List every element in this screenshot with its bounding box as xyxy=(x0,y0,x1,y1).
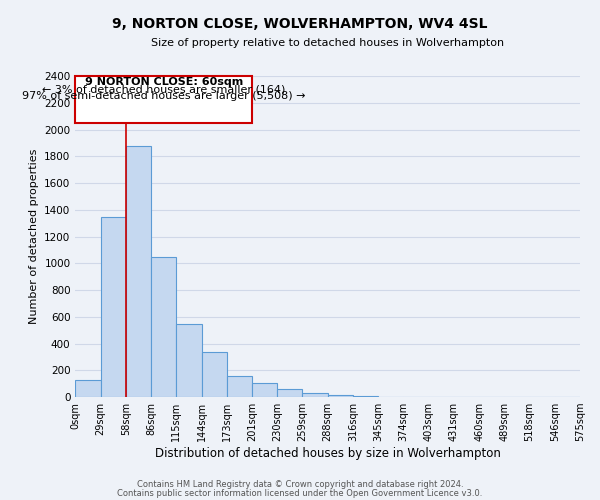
Bar xyxy=(202,352,227,397)
Bar xyxy=(277,389,302,397)
X-axis label: Distribution of detached houses by size in Wolverhampton: Distribution of detached houses by size … xyxy=(155,447,500,460)
Bar xyxy=(76,380,101,397)
Text: 9 NORTON CLOSE: 60sqm: 9 NORTON CLOSE: 60sqm xyxy=(85,78,243,88)
Bar xyxy=(378,396,403,397)
Text: Contains HM Land Registry data © Crown copyright and database right 2024.: Contains HM Land Registry data © Crown c… xyxy=(137,480,463,489)
Y-axis label: Number of detached properties: Number of detached properties xyxy=(29,149,39,324)
Text: 9, NORTON CLOSE, WOLVERHAMPTON, WV4 4SL: 9, NORTON CLOSE, WOLVERHAMPTON, WV4 4SL xyxy=(112,18,488,32)
Bar xyxy=(126,146,151,397)
Bar xyxy=(151,256,176,397)
Bar xyxy=(101,216,126,397)
Bar xyxy=(353,396,378,397)
Text: 97% of semi-detached houses are larger (5,508) →: 97% of semi-detached houses are larger (… xyxy=(22,91,305,101)
Bar xyxy=(328,395,353,397)
FancyBboxPatch shape xyxy=(76,76,252,123)
Title: Size of property relative to detached houses in Wolverhampton: Size of property relative to detached ho… xyxy=(151,38,504,48)
Bar xyxy=(227,376,252,397)
Text: Contains public sector information licensed under the Open Government Licence v3: Contains public sector information licen… xyxy=(118,488,482,498)
Bar xyxy=(252,383,277,397)
Bar xyxy=(176,324,202,397)
Bar xyxy=(302,393,328,397)
Text: ← 3% of detached houses are smaller (164): ← 3% of detached houses are smaller (164… xyxy=(42,84,286,94)
